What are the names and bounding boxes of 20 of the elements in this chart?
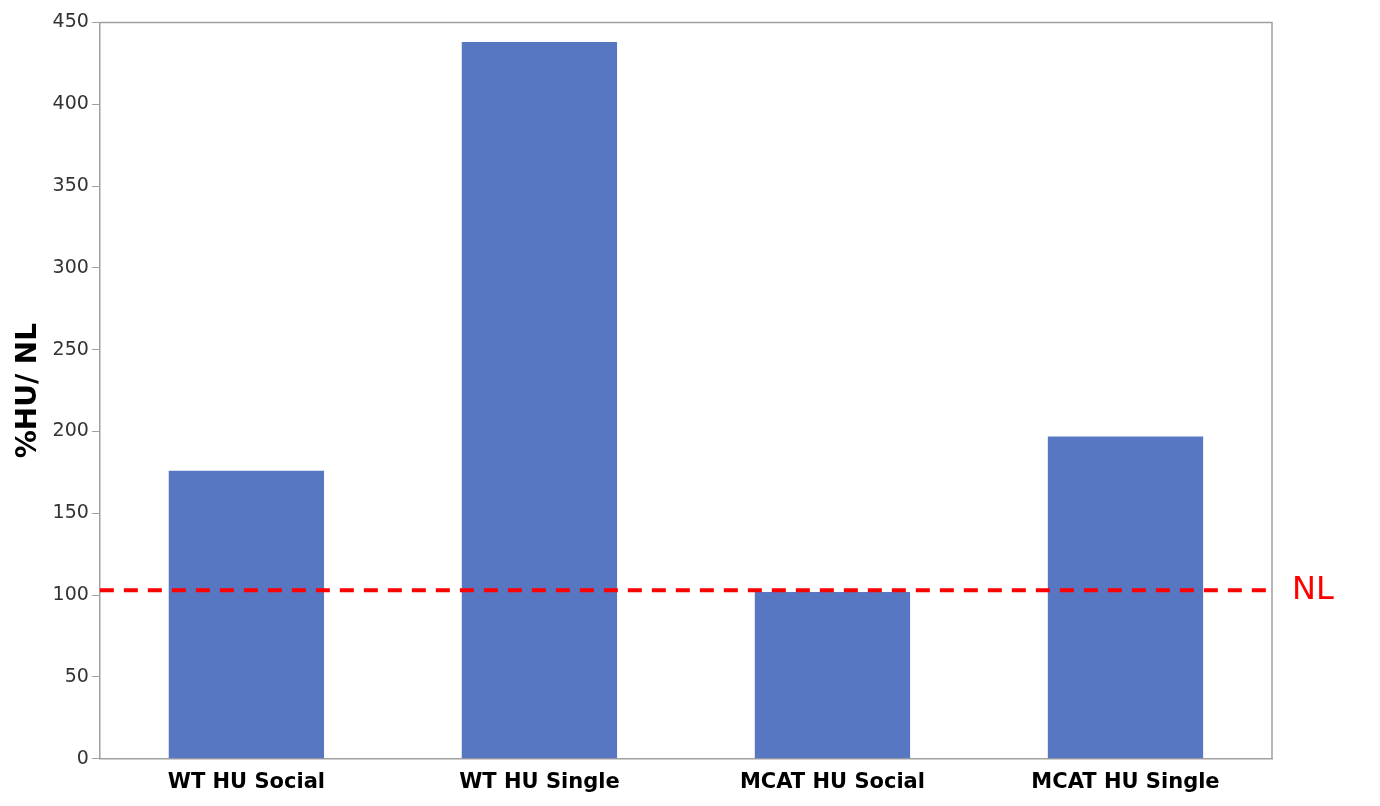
x-tick-label: MCAT HU Social bbox=[739, 768, 925, 793]
bar bbox=[461, 42, 618, 759]
y-axis-title: %HU/ NL bbox=[10, 322, 44, 459]
y-tick-label: 400 bbox=[52, 91, 89, 114]
x-tick-label: MCAT HU Single bbox=[1031, 768, 1220, 793]
y-tick-label: 300 bbox=[52, 254, 89, 277]
y-tick-label: 150 bbox=[52, 500, 89, 523]
x-tick-label: WT HU Social bbox=[167, 768, 326, 793]
y-tick-label: 450 bbox=[52, 9, 89, 32]
ref-line-label: NL bbox=[1292, 568, 1334, 607]
y-tick-label: 0 bbox=[76, 745, 89, 768]
y-tick-label: 100 bbox=[52, 582, 89, 605]
bar bbox=[754, 591, 911, 759]
bar bbox=[1047, 436, 1204, 759]
y-tick-label: 350 bbox=[52, 172, 89, 195]
y-tick-label: 250 bbox=[52, 336, 89, 359]
y-tick-label: 50 bbox=[64, 663, 89, 686]
y-tick-label: 200 bbox=[52, 418, 89, 441]
x-tick-label: WT HU Single bbox=[459, 768, 620, 793]
bar bbox=[168, 470, 325, 759]
